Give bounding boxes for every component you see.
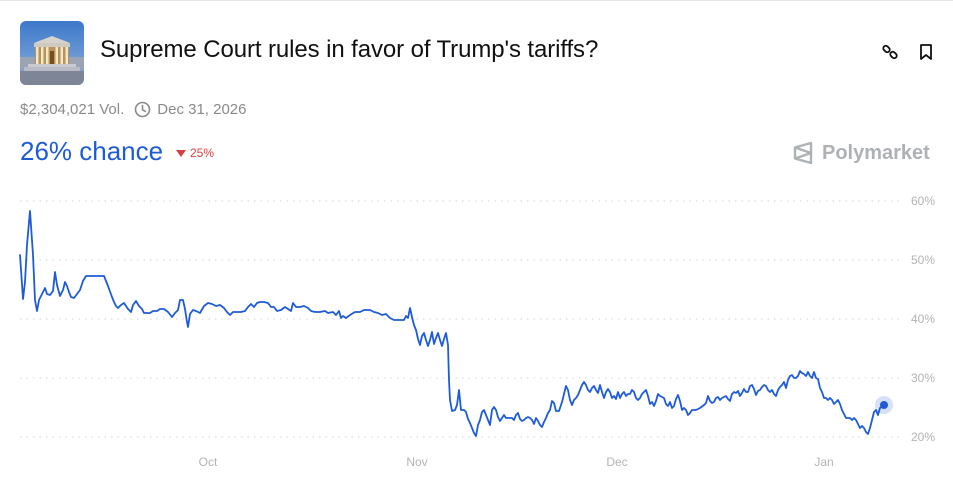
- current-point-marker: [880, 401, 888, 409]
- market-title: Supreme Court rules in favor of Trump's …: [100, 36, 599, 63]
- down-triangle-icon: [176, 149, 186, 157]
- current-point-halo: [875, 396, 893, 414]
- y-tick-40: 40%: [911, 312, 936, 326]
- polymarket-logo: Polymarket: [792, 141, 930, 165]
- x-tick-dec: Dec: [606, 455, 628, 469]
- link-icon: [882, 44, 898, 60]
- x-tick-oct: Oct: [198, 455, 218, 469]
- x-tick-jan: Jan: [814, 455, 834, 469]
- polymarket-logo-icon: [793, 141, 813, 165]
- bookmark-icon: [920, 44, 932, 60]
- copy-link-button[interactable]: [880, 42, 900, 62]
- delta-text: 25%: [190, 146, 215, 160]
- supreme-court-image: [20, 21, 84, 85]
- end-date-text: Dec 31, 2026: [157, 101, 247, 118]
- clock-icon: [134, 101, 151, 118]
- chart-gridlines: [20, 200, 900, 438]
- chance-value: 26% chance: [20, 136, 164, 166]
- y-tick-20: 20%: [911, 430, 936, 444]
- top-divider: [0, 0, 953, 1]
- y-tick-30: 30%: [911, 371, 936, 385]
- y-tick-50: 50%: [911, 253, 936, 267]
- volume-text: $2,304,021 Vol.: [20, 101, 125, 118]
- y-tick-60: 60%: [911, 194, 936, 208]
- market-meta: $2,304,021 Vol. Dec 31, 2026: [20, 101, 247, 118]
- market-thumbnail: [20, 21, 84, 85]
- price-line: [19, 210, 885, 437]
- chance-delta: 25%: [176, 146, 214, 160]
- x-tick-nov: Nov: [406, 455, 428, 469]
- brand-name: Polymarket: [822, 141, 930, 164]
- bookmark-button[interactable]: [916, 42, 936, 62]
